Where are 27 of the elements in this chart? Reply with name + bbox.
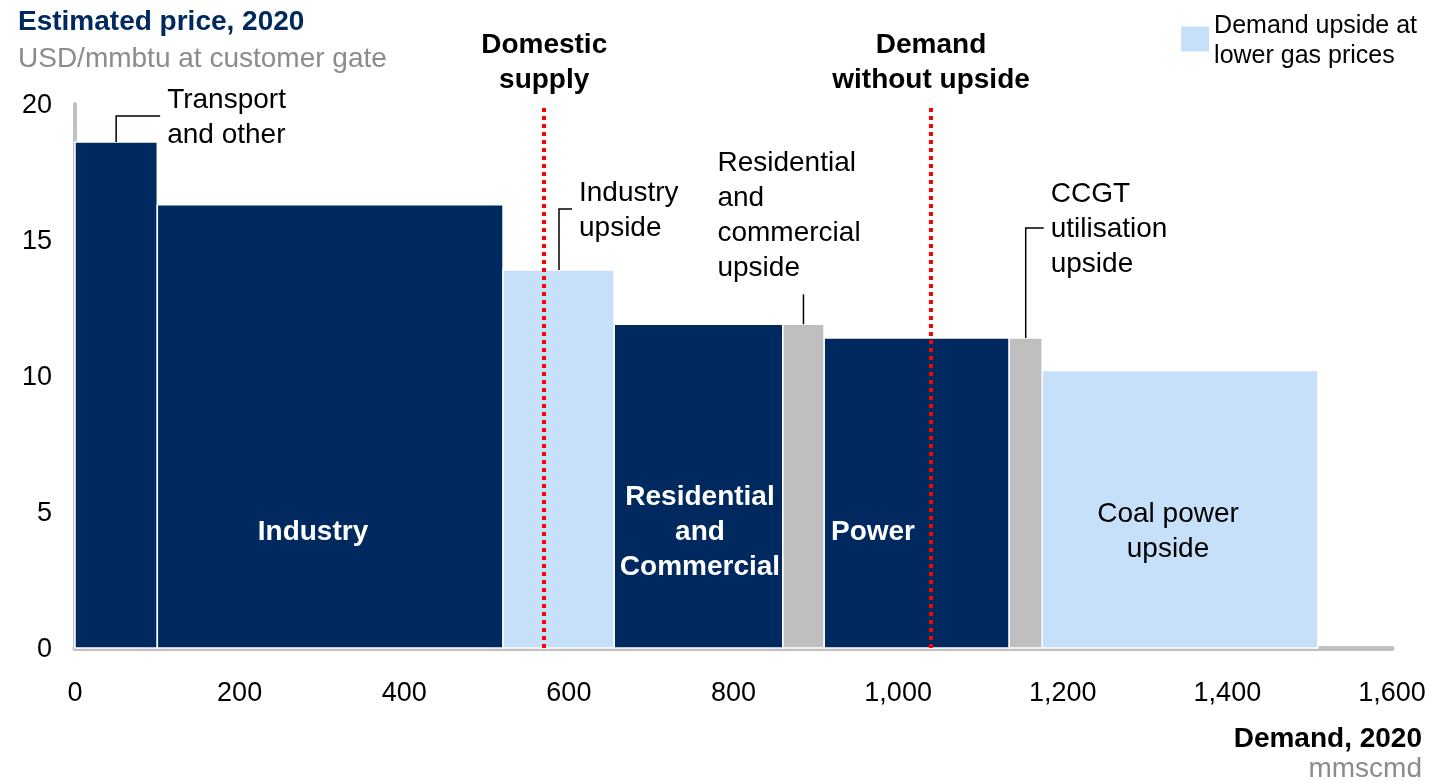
x-tick-label: 1,000 [864, 676, 932, 707]
annotation: Residential and Commercial [619, 479, 781, 581]
ref-line-label: Domestic supply [481, 28, 608, 94]
x-axis-title: Demand, 2020 mmscmd [1233, 721, 1423, 782]
x-tick-label: 600 [546, 676, 592, 707]
x-tick-label: 400 [381, 676, 427, 707]
y-tick-label: 0 [36, 633, 52, 663]
annotation: Coal power upside [1097, 497, 1239, 563]
annotation: Power [830, 514, 916, 546]
annotation: Residential and commercial upside [717, 146, 861, 283]
y-tick-label: 20 [21, 89, 52, 119]
x-tick-label: 1,600 [1358, 676, 1426, 707]
annotation: Transport and other [167, 83, 287, 150]
x-tick-label: 0 [67, 676, 83, 707]
y-axis-title: Estimated price, 2020 USD/mmbtu at customer gate [18, 4, 387, 73]
x-tick-label: 200 [217, 676, 263, 707]
x-tick-label: 1,400 [1193, 676, 1262, 707]
y-tick-label: 5 [36, 497, 52, 527]
y-tick-label: 10 [21, 361, 52, 391]
annotation: Industry upside [579, 175, 679, 242]
x-tick-label: 1,200 [1028, 676, 1097, 707]
annotation: Industry [257, 514, 369, 546]
ref-line-label: Demand without upside [831, 28, 1030, 94]
legend-label: Demand upside at lower gas prices [1214, 10, 1418, 68]
x-tick-label: 800 [710, 676, 757, 707]
y-tick-label: 15 [21, 225, 52, 255]
annotation: CCGT utilisation upside [1050, 177, 1168, 279]
